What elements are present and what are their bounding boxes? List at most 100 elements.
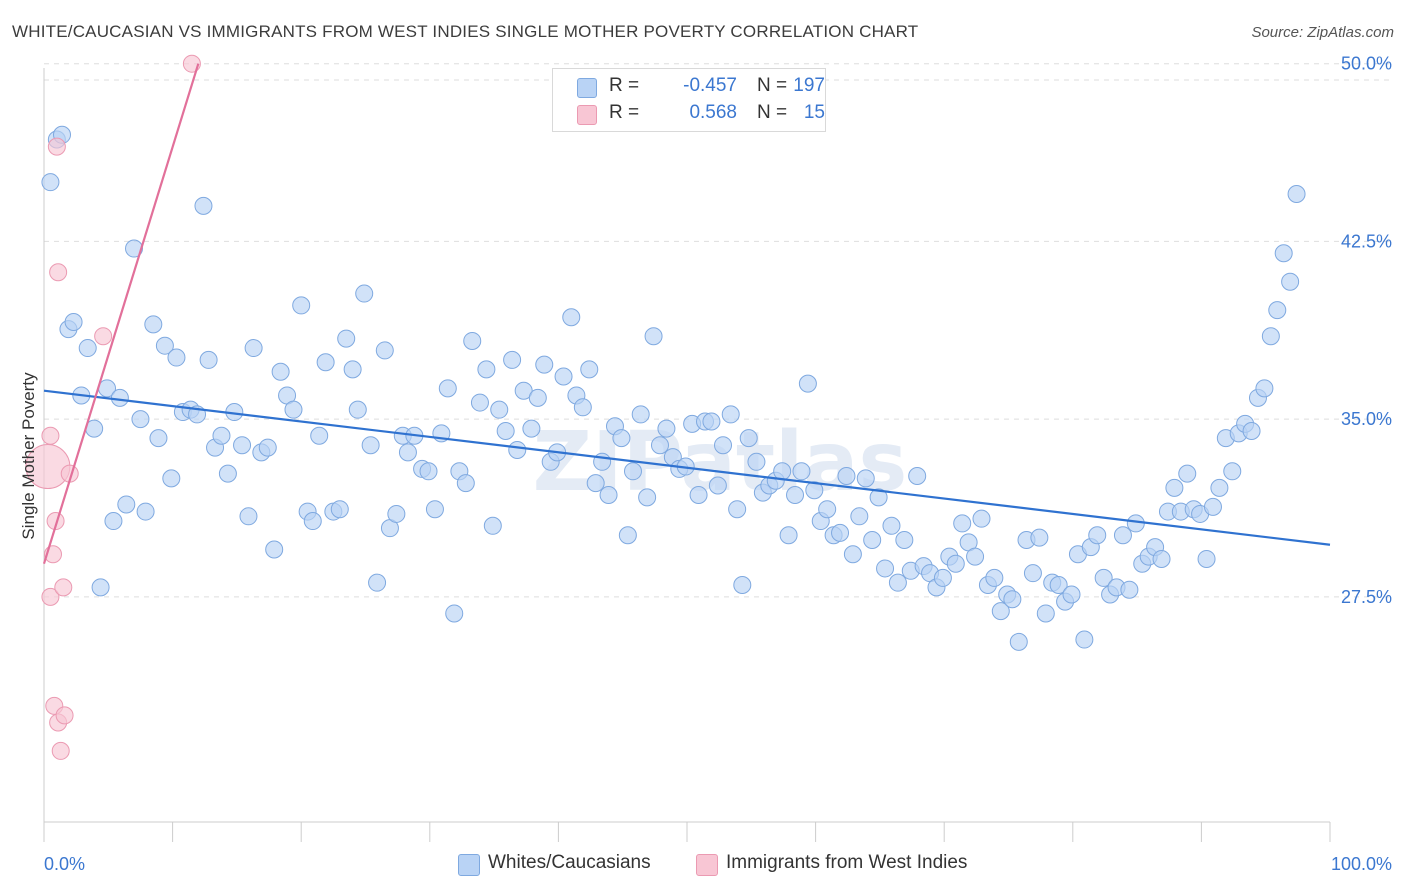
- trendline-whites: [43, 389, 1331, 546]
- point-west-indies: [54, 578, 73, 597]
- point-whites: [528, 388, 547, 407]
- point-whites: [831, 523, 850, 542]
- point-whites: [239, 507, 258, 526]
- source-label: Source: ZipAtlas.com: [1251, 24, 1394, 41]
- point-west-indies: [47, 137, 66, 156]
- legend-label: Whites/Caucasians: [488, 852, 651, 873]
- point-whites: [863, 531, 882, 550]
- point-whites: [1009, 632, 1028, 651]
- point-whites: [618, 526, 637, 545]
- point-whites: [837, 467, 856, 486]
- point-whites: [708, 476, 727, 495]
- point-whites: [798, 374, 817, 393]
- point-whites: [387, 504, 406, 523]
- point-west-indies: [55, 706, 74, 725]
- point-whites: [966, 547, 985, 566]
- point-whites: [779, 526, 798, 545]
- r-label: R =: [609, 75, 640, 96]
- point-whites: [425, 500, 444, 519]
- point-whites: [644, 327, 663, 346]
- x-tick-label: 0.0%: [44, 854, 85, 874]
- point-whites: [463, 331, 482, 350]
- point-whites: [78, 339, 97, 358]
- point-whites: [1255, 379, 1274, 398]
- point-whites: [348, 400, 367, 419]
- point-whites: [882, 516, 901, 535]
- axis-labels: 27.5% 35.0% 42.5% 50.0% 0.0% 100.0% Single Mot…: [19, 54, 1392, 874]
- point-whites: [1223, 462, 1242, 481]
- point-whites: [483, 516, 502, 535]
- point-whites: [657, 419, 676, 438]
- point-whites: [125, 239, 144, 258]
- point-whites: [946, 554, 965, 573]
- point-whites: [1268, 301, 1287, 320]
- point-whites: [162, 469, 181, 488]
- point-west-indies: [49, 263, 68, 282]
- point-whites: [1049, 576, 1068, 595]
- point-whites: [1075, 630, 1094, 649]
- point-whites: [850, 507, 869, 526]
- point-whites: [155, 336, 174, 355]
- point-whites: [244, 339, 263, 358]
- point-whites: [292, 296, 311, 315]
- point-whites: [110, 388, 129, 407]
- point-whites: [805, 481, 824, 500]
- point-whites: [562, 308, 581, 327]
- point-whites: [104, 512, 123, 531]
- point-whites: [953, 514, 972, 533]
- watermark: ZIPatlas: [533, 415, 908, 510]
- point-whites: [702, 412, 721, 431]
- r-value: 0.568: [689, 102, 737, 123]
- point-west-indies: [51, 741, 70, 760]
- point-whites: [258, 438, 277, 457]
- point-whites: [470, 393, 489, 412]
- point-whites: [1120, 580, 1139, 599]
- point-whites: [554, 367, 573, 386]
- correlation-legend: R = -0.457 N = 197 R = 0.568 N = 15: [552, 68, 826, 132]
- point-whites: [199, 350, 218, 369]
- r-label: R =: [609, 102, 640, 123]
- x-tick-label: 100.0%: [1331, 854, 1392, 874]
- point-whites: [856, 469, 875, 488]
- point-whites: [535, 355, 554, 374]
- point-whites: [117, 495, 136, 514]
- point-whites: [337, 329, 356, 348]
- point-whites: [218, 464, 237, 483]
- y-tick-label: 35.0%: [1341, 409, 1392, 429]
- point-whites: [477, 360, 496, 379]
- point-whites: [265, 540, 284, 559]
- point-whites: [1203, 497, 1222, 516]
- point-whites: [131, 410, 150, 429]
- point-whites: [895, 531, 914, 550]
- legend-swatch-blue: [577, 78, 597, 98]
- point-whites: [1287, 185, 1306, 204]
- point-whites: [343, 360, 362, 379]
- point-whites: [496, 422, 515, 440]
- point-whites: [818, 500, 837, 519]
- point-whites: [1261, 327, 1280, 346]
- point-whites: [1003, 590, 1022, 609]
- point-whites: [1281, 272, 1300, 291]
- y-tick-label: 42.5%: [1341, 231, 1392, 251]
- point-whites: [1126, 514, 1145, 533]
- n-value: 15: [803, 102, 825, 123]
- point-whites: [212, 426, 231, 445]
- point-whites: [869, 488, 888, 507]
- point-whites: [419, 462, 438, 481]
- point-west-indies: [94, 327, 113, 346]
- point-whites: [490, 400, 509, 419]
- point-whites: [792, 462, 811, 481]
- legend-swatch-blue: [458, 854, 480, 876]
- point-whites: [503, 350, 522, 369]
- point-whites: [1242, 422, 1261, 440]
- point-whites: [456, 474, 475, 493]
- legend-label: Immigrants from West Indies: [726, 852, 968, 873]
- point-whites: [972, 509, 991, 528]
- point-whites: [64, 312, 83, 331]
- point-whites: [1197, 549, 1216, 568]
- point-whites: [1274, 244, 1293, 263]
- point-whites: [1165, 478, 1184, 497]
- point-whites: [41, 173, 60, 192]
- point-whites: [599, 485, 618, 504]
- n-value: 197: [793, 75, 825, 96]
